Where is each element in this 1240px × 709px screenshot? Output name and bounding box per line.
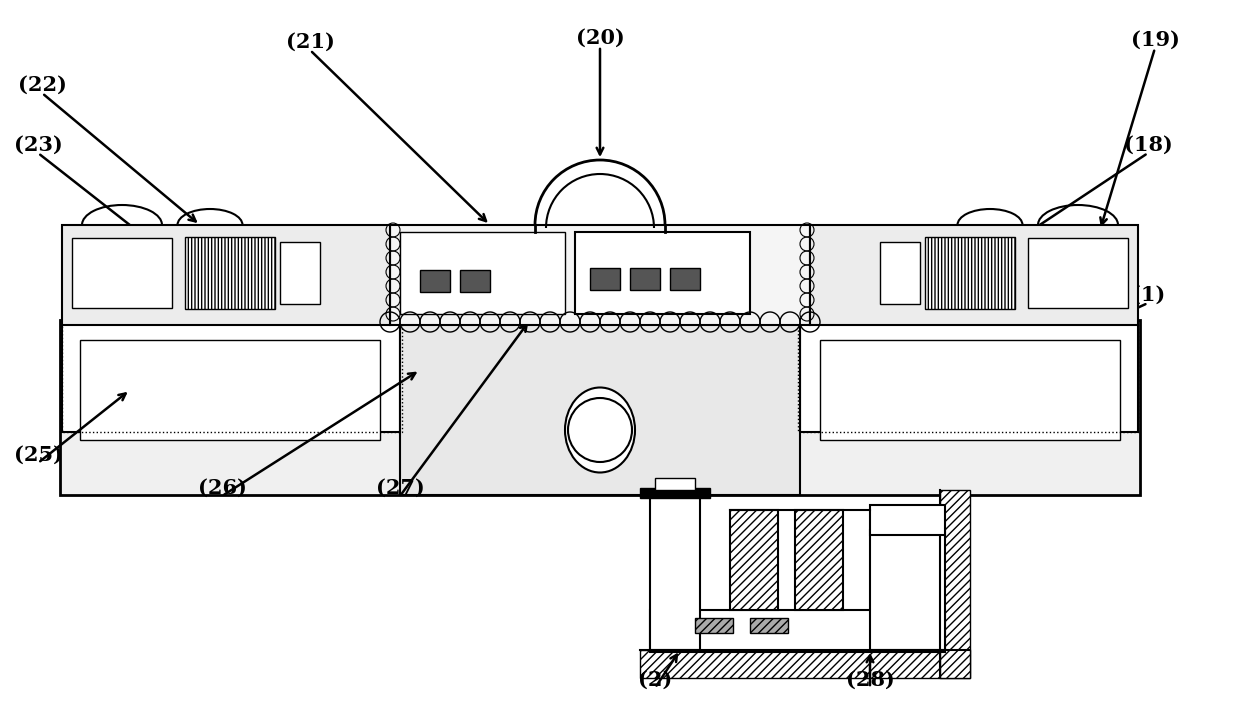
Bar — [640, 650, 970, 678]
Bar — [62, 225, 391, 325]
Text: (20): (20) — [575, 28, 625, 48]
Polygon shape — [800, 322, 1138, 432]
Bar — [650, 610, 945, 652]
Bar — [185, 237, 275, 309]
Bar — [640, 488, 711, 498]
Polygon shape — [62, 322, 401, 432]
Bar — [670, 268, 701, 290]
Text: (1): (1) — [1131, 285, 1166, 305]
Text: (18): (18) — [1123, 135, 1172, 155]
Text: (28): (28) — [846, 670, 894, 690]
Bar — [870, 505, 945, 535]
Bar — [81, 340, 379, 440]
Text: (21): (21) — [285, 32, 335, 52]
Bar — [280, 242, 320, 304]
Bar — [590, 268, 620, 290]
Bar — [650, 490, 701, 650]
Bar — [655, 478, 694, 490]
Bar — [1028, 238, 1128, 308]
Bar — [810, 225, 1138, 325]
Bar — [401, 232, 565, 314]
Text: (25): (25) — [14, 445, 62, 465]
Text: (2): (2) — [637, 670, 672, 690]
Bar — [694, 618, 733, 633]
Text: (19): (19) — [1131, 30, 1179, 50]
Text: (23): (23) — [14, 135, 62, 155]
Bar — [750, 618, 787, 633]
Bar — [925, 237, 1016, 309]
Bar — [820, 340, 1120, 440]
Bar — [940, 490, 970, 678]
Text: (22): (22) — [17, 75, 67, 95]
Ellipse shape — [565, 388, 635, 472]
Text: (26): (26) — [197, 478, 247, 498]
Bar — [401, 320, 800, 495]
Bar — [420, 270, 450, 292]
Bar — [60, 320, 1140, 495]
Bar — [630, 268, 660, 290]
Bar — [795, 510, 843, 610]
Bar — [799, 322, 1138, 432]
Bar — [460, 270, 490, 292]
Bar — [730, 510, 777, 610]
Text: (27): (27) — [376, 478, 424, 498]
Bar — [880, 242, 920, 304]
Bar — [72, 238, 172, 308]
Bar — [575, 232, 750, 314]
Bar — [870, 530, 945, 650]
Bar — [62, 322, 402, 432]
Bar — [391, 225, 810, 325]
